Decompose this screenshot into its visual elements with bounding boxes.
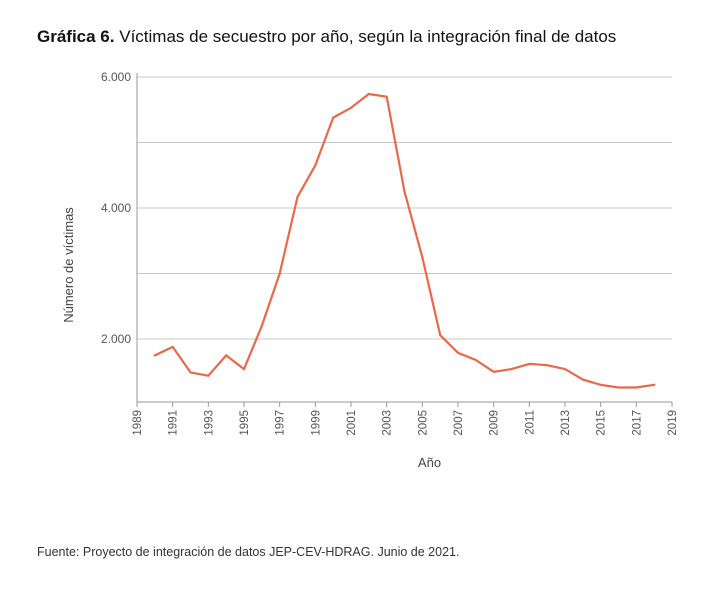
chart-title: Gráfica 6. Víctimas de secuestro por año…: [37, 27, 616, 47]
data-point: [456, 351, 460, 354]
data-point: [403, 190, 406, 193]
data-point: [563, 368, 567, 371]
data-point: [635, 386, 638, 389]
data-point: [171, 345, 174, 348]
x-tick-label: 1995: [239, 410, 251, 436]
x-tick-label: 2009: [489, 410, 501, 436]
series-line: [153, 92, 656, 389]
data-point: [581, 378, 584, 381]
data-point: [421, 256, 424, 259]
data-point: [510, 368, 513, 371]
data-point: [474, 358, 477, 362]
x-tick-label: 1991: [168, 410, 180, 436]
data-point: [242, 368, 246, 371]
data-point: [385, 95, 388, 98]
data-point: [367, 92, 370, 96]
x-tick-label: 2019: [667, 410, 679, 436]
data-point: [189, 371, 192, 374]
x-tick-label: 2003: [382, 410, 394, 436]
x-tick-label: 1999: [310, 410, 322, 436]
chart-title-lead: Gráfica 6.: [37, 27, 115, 46]
data-point: [207, 374, 210, 377]
y-tick-label: 4.000: [101, 201, 131, 215]
data-point: [153, 354, 156, 357]
data-point: [260, 324, 263, 327]
y-tick-label: 2.000: [101, 332, 131, 346]
data-point: [492, 370, 495, 373]
x-tick-label: 1997: [275, 410, 287, 436]
y-axis-label: Número de víctimas: [61, 207, 76, 323]
data-point: [332, 116, 335, 119]
data-point: [278, 272, 281, 275]
data-point: [528, 362, 531, 365]
x-tick-label: 2005: [417, 410, 429, 436]
chart-title-text: Víctimas de secuestro por año, según la …: [119, 27, 617, 46]
data-point: [653, 383, 656, 386]
data-point: [439, 334, 442, 337]
data-point: [546, 364, 549, 367]
data-point: [599, 383, 602, 386]
data-point: [225, 354, 228, 357]
x-tick-label: 1993: [203, 410, 215, 436]
x-tick-label: 2011: [524, 410, 536, 435]
x-tick-label: 2007: [453, 410, 465, 436]
x-tick-label: 2017: [631, 410, 643, 436]
y-tick-label: 6.000: [101, 70, 131, 84]
data-point: [314, 164, 317, 167]
x-tick-label: 1989: [132, 410, 144, 436]
data-point: [349, 106, 353, 109]
source-note: Fuente: Proyecto de integración de datos…: [37, 545, 460, 559]
data-point: [296, 195, 299, 198]
data-point: [617, 386, 620, 389]
x-axis-label: Año: [418, 455, 441, 470]
x-tick-label: 2013: [560, 410, 572, 436]
x-tick-label: 2015: [596, 410, 608, 436]
x-tick-label: 2001: [346, 410, 358, 436]
